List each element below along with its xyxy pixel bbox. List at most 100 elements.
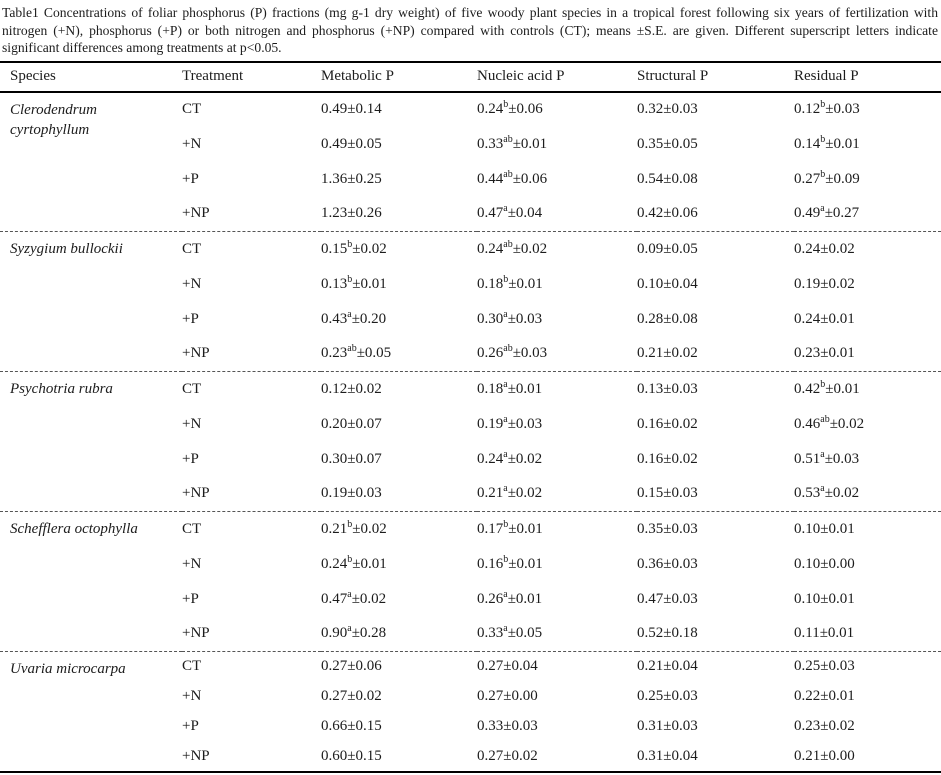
value-cell: 0.22±0.01 [794, 688, 855, 704]
value-cell: 0.42b±0.01 [794, 371, 941, 407]
treatment-label: +P [182, 170, 199, 187]
treatment-label: +P [182, 590, 199, 607]
value-cell: 0.23±0.01 [794, 345, 855, 362]
value-cell: 0.24±0.02 [794, 231, 941, 267]
treatment-label: +NP [182, 747, 210, 764]
value-cell: 0.28±0.08 [637, 310, 698, 327]
table-row: +NP 0.90a±0.28 0.33a±0.05 0.52±0.18 0.11±0.0… [0, 617, 941, 652]
significance-superscript: ab [820, 413, 830, 425]
species-name: Uvaria microcarpa [0, 651, 182, 772]
value-cell: 0.43a±0.20 [321, 308, 387, 327]
table-row: +N 0.24b±0.01 0.16b±0.01 0.36±0.03 0.10±0.00 [0, 547, 941, 582]
value-cell: 0.24b±0.01 [321, 553, 387, 572]
significance-superscript: b [503, 553, 509, 565]
treatment-label: +N [182, 135, 202, 152]
column-header: Nucleic acid P [477, 68, 565, 84]
value-cell: 0.51a±0.03 [794, 448, 860, 467]
treatment-label: +N [182, 555, 202, 572]
value-cell: 0.32±0.03 [637, 101, 698, 117]
value-cell: 0.27±0.02 [477, 747, 538, 764]
value-cell: 0.09±0.05 [637, 231, 794, 267]
treatment-label: +NP [182, 205, 210, 222]
value-cell: 0.27±0.04 [477, 651, 637, 682]
significance-superscript: b [347, 273, 353, 285]
value-cell: 0.33ab±0.01 [477, 133, 548, 152]
value-cell: 0.31±0.03 [637, 718, 698, 734]
value-cell: 0.27b±0.09 [794, 168, 860, 187]
value-cell: 0.15b±0.02 [321, 231, 477, 267]
table-row: Uvaria microcarpa CT 0.27±0.06 0.27±0.04 0.2… [0, 651, 941, 772]
treatment-label: CT [182, 511, 321, 547]
significance-superscript: b [347, 518, 353, 530]
value-cell: 0.30±0.07 [321, 450, 382, 467]
table-caption: Table1 Concentrations of foliar phosphor… [2, 5, 938, 55]
table-row: +NP 0.19±0.03 0.21a±0.02 0.15±0.03 0.53a±0.0… [0, 477, 941, 512]
value-cell: 0.25±0.03 [637, 688, 698, 704]
species-name: Clerodendrum cyrtophyllum [10, 101, 97, 138]
significance-superscript: a [820, 448, 825, 460]
value-cell: 0.24ab±0.02 [477, 231, 637, 267]
value-cell: 0.13b±0.01 [321, 273, 387, 292]
value-cell: 0.27±0.00 [477, 688, 538, 704]
value-cell: 0.25±0.03 [794, 651, 941, 682]
value-cell: 0.12b±0.03 [794, 99, 860, 118]
value-cell: 0.33a±0.05 [477, 623, 543, 642]
value-cell: 0.31±0.04 [637, 747, 698, 764]
value-cell: 0.46ab±0.02 [794, 413, 865, 432]
significance-superscript: ab [503, 343, 513, 355]
treatment-label: +N [182, 275, 202, 292]
significance-superscript: a [503, 448, 508, 460]
value-cell: 0.21a±0.02 [477, 483, 543, 502]
significance-superscript: b [820, 378, 826, 390]
value-cell: 0.24a±0.02 [477, 448, 543, 467]
table-row: +N 0.20±0.07 0.19a±0.03 0.16±0.02 0.46ab±0.0… [0, 407, 941, 442]
column-header: Treatment [182, 68, 244, 84]
significance-superscript: ab [347, 343, 357, 355]
significance-superscript: a [347, 623, 352, 635]
value-cell: 0.27±0.06 [321, 651, 477, 682]
significance-superscript: b [503, 273, 509, 285]
table-row: +NP 0.23ab±0.05 0.26ab±0.03 0.21±0.02 0.23±0… [0, 337, 941, 372]
value-cell: 0.19±0.02 [794, 275, 855, 292]
value-cell: 0.23±0.02 [794, 718, 855, 734]
value-cell: 0.24b±0.06 [477, 99, 543, 118]
column-header: Metabolic P [321, 68, 394, 84]
value-cell: 0.47a±0.02 [321, 588, 387, 607]
treatment-label: +NP [182, 625, 210, 642]
value-cell: 0.54±0.08 [637, 170, 698, 187]
value-cell: 0.18a±0.01 [477, 371, 637, 407]
value-cell: 0.49a±0.27 [794, 203, 860, 222]
treatment-label: +N [182, 415, 202, 432]
value-cell: 0.35±0.03 [637, 511, 794, 547]
value-cell: 0.49±0.05 [321, 135, 382, 152]
header-row: Species Treatment Metabolic P Nucleic acid … [0, 62, 941, 92]
significance-superscript: b [820, 99, 826, 110]
treatment-label: CT [182, 371, 321, 407]
significance-superscript: a [503, 588, 508, 600]
significance-superscript: a [820, 203, 825, 215]
table-header: Species Treatment Metabolic P Nucleic acid … [0, 62, 941, 92]
value-cell: 0.19±0.03 [321, 485, 382, 502]
table-row: +P 0.47a±0.02 0.26a±0.01 0.47±0.03 0.10±0.01 [0, 582, 941, 617]
value-cell: 0.16±0.02 [637, 415, 698, 432]
value-cell: 0.90a±0.28 [321, 623, 387, 642]
table-row: +P 0.43a±0.20 0.30a±0.03 0.28±0.08 0.24±0.01 [0, 302, 941, 337]
value-cell: 0.47a±0.04 [477, 203, 543, 222]
value-cell: 0.52±0.18 [637, 625, 698, 642]
treatment-label: +NP [182, 485, 210, 502]
column-header: Structural P [637, 68, 709, 84]
significance-superscript: ab [503, 238, 513, 250]
significance-superscript: b [347, 238, 353, 250]
treatment-label: +P [182, 450, 199, 467]
value-cell: 0.27±0.02 [321, 688, 382, 704]
phosphorus-fractions-table: Species Treatment Metabolic P Nucleic acid … [0, 60, 941, 773]
significance-superscript: a [820, 483, 825, 495]
significance-superscript: b [820, 168, 826, 180]
treatment-label: +NP [182, 345, 210, 362]
significance-superscript: a [503, 308, 508, 320]
value-cell: 0.11±0.01 [794, 625, 855, 642]
treatment-label: CT [182, 651, 321, 682]
value-cell: 0.15±0.03 [637, 485, 698, 502]
value-cell: 0.21±0.04 [637, 651, 794, 682]
value-cell: 0.47±0.03 [637, 590, 698, 607]
